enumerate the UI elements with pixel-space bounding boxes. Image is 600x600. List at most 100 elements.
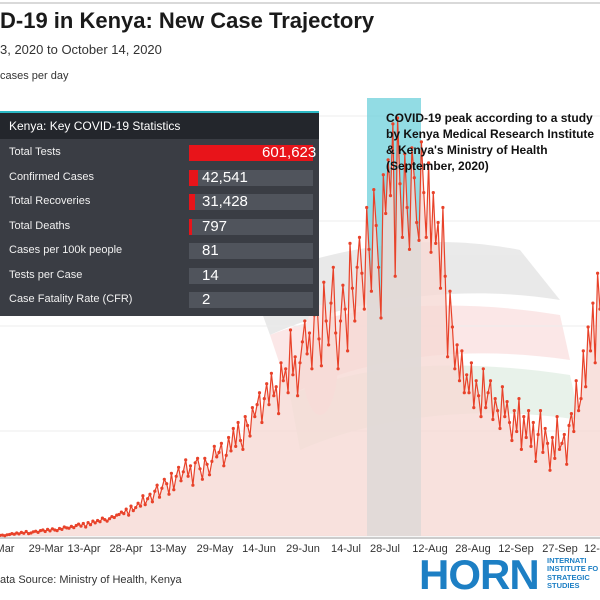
data-point [291,373,295,377]
data-point [505,400,509,404]
data-point [224,453,228,457]
data-point [377,265,381,269]
data-point [336,367,340,371]
data-point [205,462,209,466]
data-point [529,444,533,448]
data-point [262,397,266,401]
stat-bar-track [189,145,313,161]
data-point [469,361,473,365]
stat-label: Total Recoveries [9,195,91,207]
data-point [267,403,271,407]
stat-value: 42,541 [202,168,248,186]
data-point [324,319,328,323]
stats-panel-title: Kenya: Key COVID-19 Statistics [0,113,319,139]
data-point [231,426,235,431]
data-point [479,415,483,419]
data-point [596,271,600,275]
data-point [286,391,290,395]
data-point [310,367,314,371]
data-point [284,367,288,371]
data-point [519,447,524,451]
data-point [281,379,285,383]
data-point [343,307,347,311]
stat-value: 601,623 [262,144,317,161]
data-point [131,509,135,513]
data-point [346,349,350,353]
data-point [217,450,221,454]
data-point [462,391,466,395]
stat-bar-track [189,169,313,186]
data-point [455,343,459,347]
x-tick-label: 27-Sep [542,543,577,555]
data-point [112,515,116,520]
stat-row: Confirmed Cases 42,541 [0,166,319,191]
data-point [407,247,412,251]
data-point [441,205,445,210]
data-point [327,343,331,347]
data-point [565,462,569,466]
data-point [250,406,254,410]
data-point [48,529,52,533]
data-point [203,456,207,460]
data-point [157,495,162,499]
stat-row: Tests per Case 14 [0,264,319,289]
data-point [165,482,169,486]
data-point [350,286,354,290]
data-point [46,527,50,532]
data-point [122,511,126,516]
data-point [238,438,243,443]
data-point [307,331,312,335]
data-point [562,432,566,437]
data-point [91,519,95,523]
stat-row: Total Tests 601,623 [0,141,319,166]
data-point [548,468,552,472]
data-point [572,429,576,434]
data-point [110,515,114,519]
data-point [362,307,366,311]
data-point [62,525,66,529]
data-point [241,447,245,451]
data-point [265,382,269,386]
data-point [367,247,371,251]
data-point [417,238,421,242]
data-point [117,512,121,517]
data-point [81,521,85,526]
data-point [424,235,428,239]
data-point [243,415,247,419]
data-point [493,397,497,401]
data-point [79,524,83,528]
peak-annotation: COVID-19 peak according to a study by Ke… [386,111,595,173]
data-point [534,459,538,463]
data-point [467,391,471,395]
data-point [155,483,159,487]
data-point [303,319,307,323]
data-point [579,397,583,401]
logo-sub-line: STRATEGIC [547,572,590,582]
data-point [550,435,555,440]
data-point [405,205,409,210]
y-units-label: cases per day [0,70,69,82]
data-point [500,385,504,389]
data-point [498,426,502,431]
data-point [584,385,588,389]
data-point [593,361,597,365]
data-point [496,409,500,413]
stat-row: Cases per 100k people 81 [0,239,319,264]
data-point [5,533,9,537]
stat-value: 2 [202,291,211,308]
data-point [127,513,131,517]
data-point [372,188,376,192]
data-point [43,529,47,534]
data-point [396,116,400,120]
stat-value: 31,428 [202,193,248,210]
data-point [553,456,557,460]
data-point [403,152,407,156]
chart-title: D-19 in Kenya: New Case Trajectory [0,8,375,33]
x-tick-label: 14-Jun [242,543,276,555]
stat-bar-fill [189,145,313,161]
data-point [536,432,540,437]
data-point [503,415,507,419]
data-point [24,529,28,534]
data-point [150,500,154,504]
stat-bar-track [189,194,313,210]
